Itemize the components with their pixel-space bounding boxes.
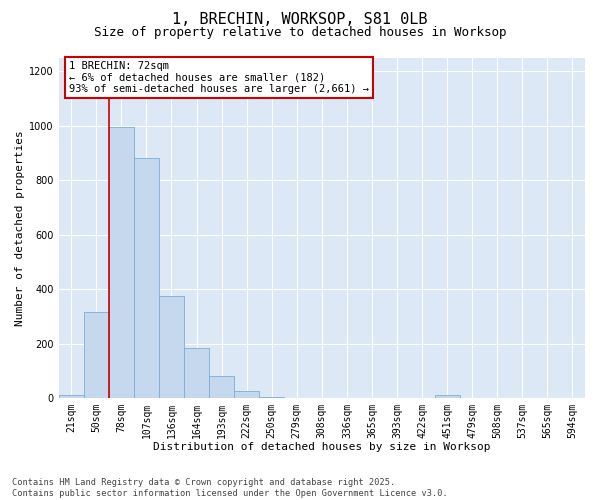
X-axis label: Distribution of detached houses by size in Worksop: Distribution of detached houses by size … — [153, 442, 491, 452]
Y-axis label: Number of detached properties: Number of detached properties — [15, 130, 25, 326]
Bar — [184, 348, 209, 398]
Bar — [159, 296, 184, 398]
Text: Size of property relative to detached houses in Worksop: Size of property relative to detached ho… — [94, 26, 506, 39]
Text: Contains HM Land Registry data © Crown copyright and database right 2025.
Contai: Contains HM Land Registry data © Crown c… — [12, 478, 448, 498]
Bar — [134, 158, 159, 398]
Bar — [259, 397, 284, 398]
Text: 1, BRECHIN, WORKSOP, S81 0LB: 1, BRECHIN, WORKSOP, S81 0LB — [172, 12, 428, 26]
Bar — [234, 392, 259, 398]
Bar — [109, 127, 134, 398]
Text: 1 BRECHIN: 72sqm
← 6% of detached houses are smaller (182)
93% of semi-detached : 1 BRECHIN: 72sqm ← 6% of detached houses… — [69, 61, 369, 94]
Bar — [434, 395, 460, 398]
Bar — [84, 312, 109, 398]
Bar — [209, 376, 234, 398]
Bar — [59, 396, 84, 398]
